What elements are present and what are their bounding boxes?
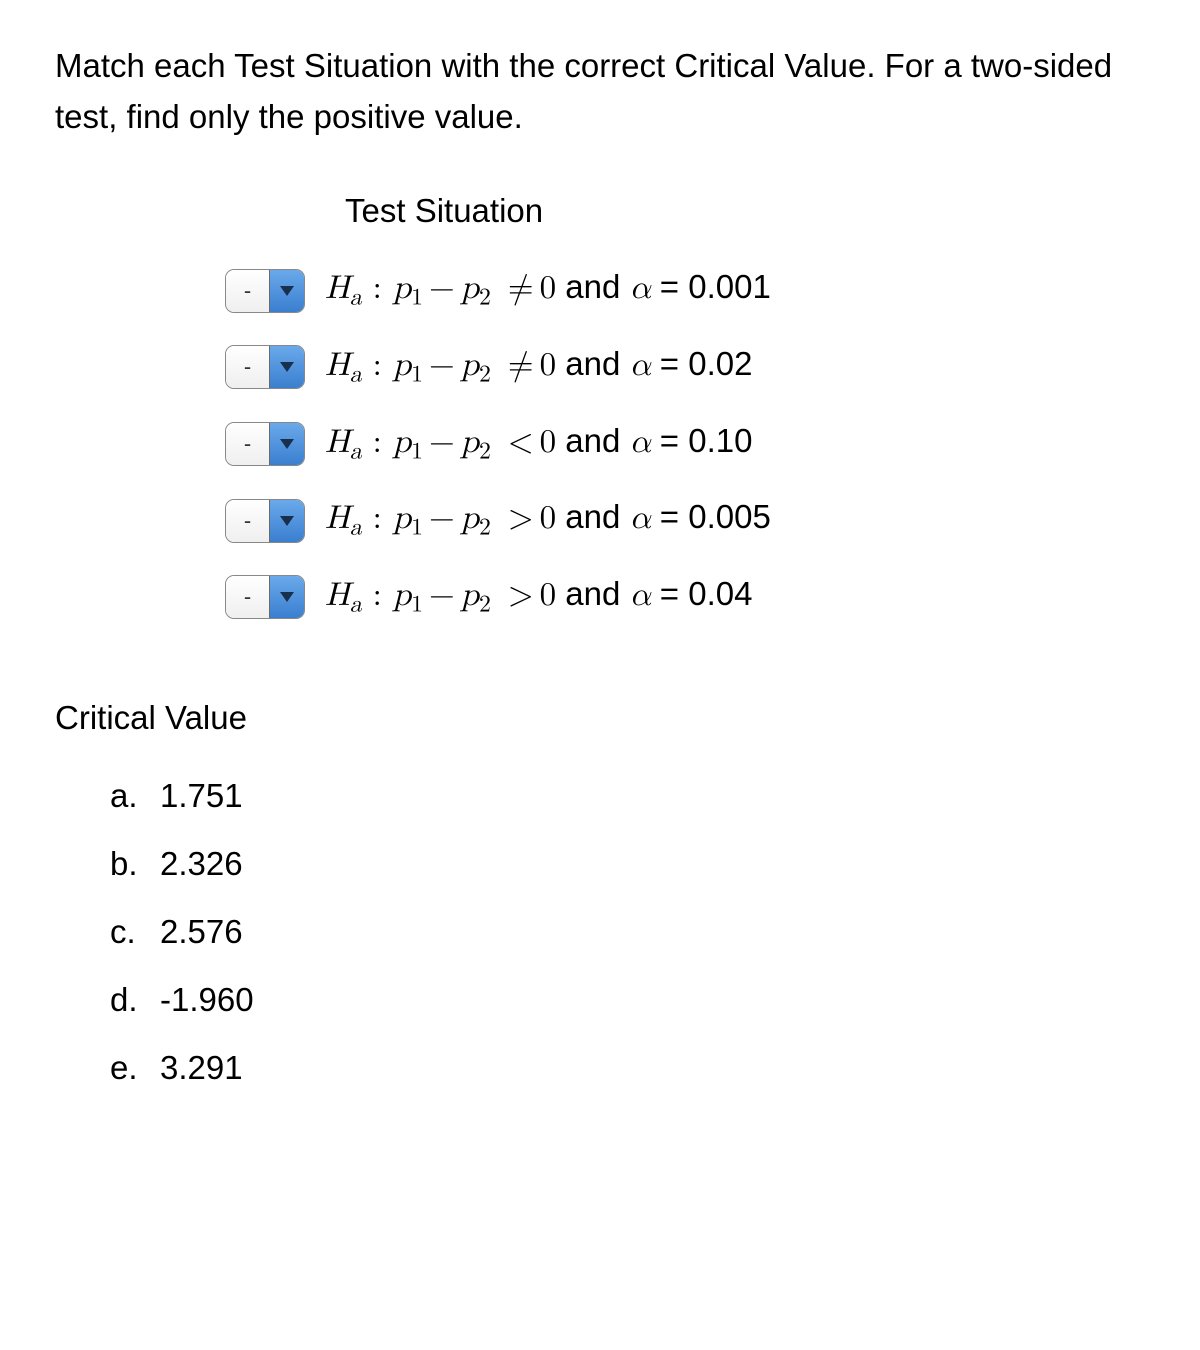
situation-row: - Ha : p1−p2 ≠0 and α = 0.001 <box>225 268 1145 313</box>
dropdown-value: - <box>226 500 269 542</box>
answer-dropdown[interactable]: - <box>225 269 305 313</box>
answer-dropdown[interactable]: - <box>225 499 305 543</box>
option-value: 2.576 <box>160 913 243 950</box>
situation-row: - Ha : p1−p2 >0 and α = 0.005 <box>225 498 1145 543</box>
option-letter: d. <box>110 981 160 1019</box>
dropdown-value: - <box>226 270 269 312</box>
test-situation-heading: Test Situation <box>345 192 1145 230</box>
page: Match each Test Situation with the corre… <box>0 0 1200 1350</box>
critical-value-item: d.-1.960 <box>110 981 1145 1019</box>
option-value: 3.291 <box>160 1049 243 1086</box>
hypothesis-text: Ha : p1−p2 <0 and α = 0.10 <box>325 422 752 467</box>
situation-row: - Ha : p1−p2 ≠0 and α = 0.02 <box>225 345 1145 390</box>
situation-row: - Ha : p1−p2 <0 and α = 0.10 <box>225 422 1145 467</box>
chevron-down-icon <box>269 423 304 465</box>
answer-dropdown[interactable]: - <box>225 575 305 619</box>
option-value: -1.960 <box>160 981 254 1018</box>
dropdown-value: - <box>226 346 269 388</box>
chevron-down-icon <box>269 346 304 388</box>
situation-row: - Ha : p1−p2 >0 and α = 0.04 <box>225 575 1145 620</box>
option-letter: c. <box>110 913 160 951</box>
dropdown-value: - <box>226 423 269 465</box>
chevron-down-icon <box>269 576 304 618</box>
chevron-down-icon <box>269 270 304 312</box>
answer-dropdown[interactable]: - <box>225 345 305 389</box>
chevron-down-icon <box>269 500 304 542</box>
option-letter: e. <box>110 1049 160 1087</box>
critical-value-item: e.3.291 <box>110 1049 1145 1087</box>
option-letter: a. <box>110 777 160 815</box>
hypothesis-text: Ha : p1−p2 ≠0 and α = 0.02 <box>325 345 752 390</box>
critical-value-item: b.2.326 <box>110 845 1145 883</box>
option-value: 2.326 <box>160 845 243 882</box>
option-value: 1.751 <box>160 777 243 814</box>
situations-list: - Ha : p1−p2 ≠0 and α = 0.001 - Ha : p1−… <box>225 268 1145 619</box>
option-letter: b. <box>110 845 160 883</box>
critical-value-heading: Critical Value <box>55 699 1145 737</box>
hypothesis-text: Ha : p1−p2 ≠0 and α = 0.001 <box>325 268 771 313</box>
critical-value-item: a.1.751 <box>110 777 1145 815</box>
dropdown-value: - <box>226 576 269 618</box>
critical-value-list: a.1.751 b.2.326 c.2.576 d.-1.960 e.3.291 <box>110 777 1145 1087</box>
answer-dropdown[interactable]: - <box>225 422 305 466</box>
critical-value-item: c.2.576 <box>110 913 1145 951</box>
hypothesis-text: Ha : p1−p2 >0 and α = 0.04 <box>325 575 752 620</box>
hypothesis-text: Ha : p1−p2 >0 and α = 0.005 <box>325 498 771 543</box>
instructions-text: Match each Test Situation with the corre… <box>55 40 1145 142</box>
